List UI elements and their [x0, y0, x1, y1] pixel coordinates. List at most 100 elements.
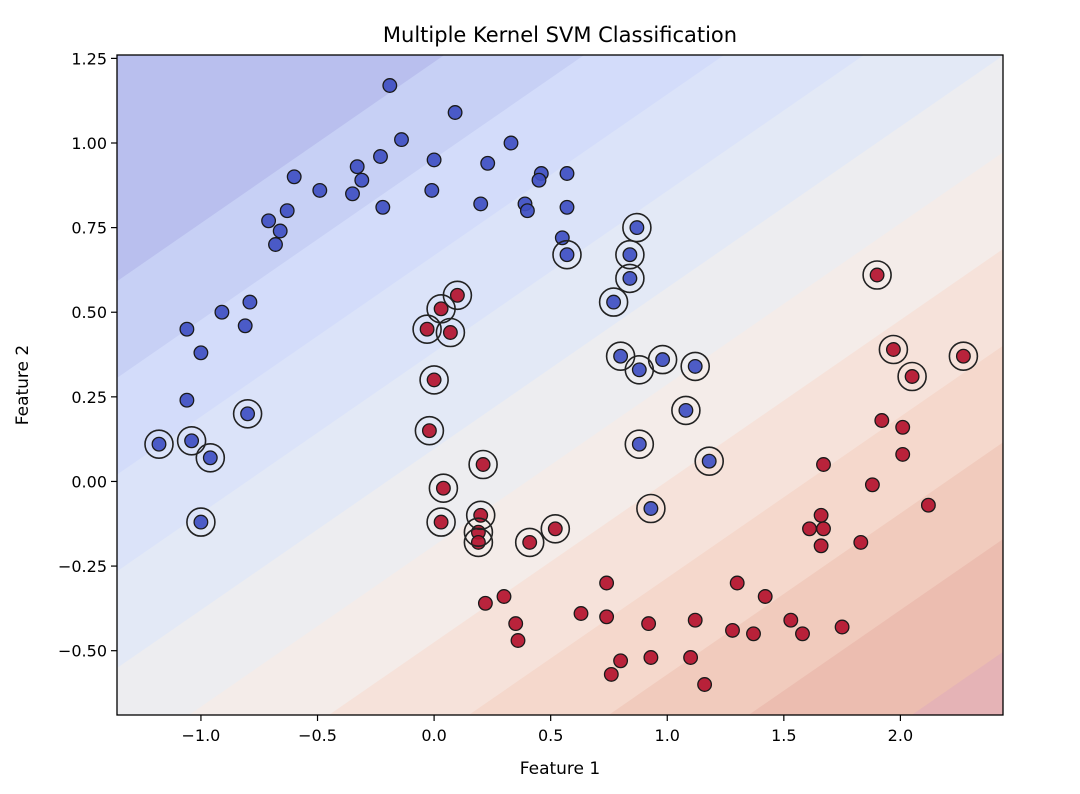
support-vector-ring	[598, 287, 629, 317]
x-axis-ticks: −1.0 −0.5 0.0 0.5 1.0 1.5 2.0	[182, 715, 913, 745]
support-vector-ring	[694, 446, 725, 477]
class-0-point	[345, 186, 360, 202]
x-tick-label: −1.0	[182, 726, 221, 745]
class-1-point	[853, 534, 869, 550]
class-0-point	[151, 436, 167, 452]
class-0-point	[559, 247, 575, 263]
plot-frame	[116, 54, 1004, 716]
support-vector-ring	[186, 507, 216, 537]
contour-band	[748, 539, 1003, 715]
support-vector-ring	[540, 513, 571, 544]
support-vector-ring	[862, 260, 892, 290]
support-vector-ring	[878, 334, 909, 365]
contour-band	[328, 249, 1003, 715]
class-0-point	[631, 436, 647, 452]
support-vector-ring	[463, 527, 494, 558]
support-vector-ring	[428, 473, 459, 504]
contour-band	[608, 442, 1003, 715]
class-0-point	[312, 182, 328, 198]
class-0-point	[242, 294, 258, 310]
class-0-point	[202, 450, 218, 466]
class-1-point	[547, 521, 563, 537]
class-0-point	[272, 223, 288, 239]
support-vector-ring	[426, 507, 456, 537]
class-1-point	[421, 423, 437, 439]
decision-contours	[117, 55, 1003, 715]
class-0-point	[631, 362, 647, 378]
support-vector-ring	[615, 263, 645, 294]
class-1-point	[435, 480, 451, 496]
class-1-point	[885, 342, 901, 357]
class-0-point	[240, 406, 256, 422]
contour-band	[911, 651, 1003, 715]
x-tick-label: 0.5	[538, 726, 563, 745]
chart-title: Multiple Kernel SVM Classification	[383, 23, 737, 47]
class-0-point	[424, 182, 440, 198]
class-0-point	[426, 152, 442, 168]
class-0-point	[622, 270, 638, 286]
class-0-point	[480, 155, 496, 171]
x-tick-label: −0.5	[298, 726, 337, 745]
class-1-point	[874, 413, 890, 428]
class-0-point	[503, 135, 519, 151]
class-0-point	[559, 199, 575, 215]
class-1-point	[470, 534, 486, 550]
class-0-point	[193, 514, 209, 530]
class-0-point	[447, 105, 463, 120]
x-axis-label: Feature 1	[520, 759, 600, 779]
class-0-point	[687, 358, 703, 374]
class-1-point	[697, 677, 713, 692]
support-vector-ring	[671, 395, 701, 426]
support-vector-ring	[468, 449, 498, 480]
class-1-point	[419, 321, 435, 337]
class-1-point	[426, 372, 442, 388]
contour-band	[188, 152, 1003, 715]
y-tick-label: −0.50	[58, 642, 107, 661]
class-1-point	[904, 369, 920, 384]
class-1-point	[895, 419, 911, 435]
class-0-point	[354, 172, 370, 188]
support-vector-ring	[615, 239, 645, 270]
class-1-point	[643, 650, 659, 665]
support-vector-ring	[680, 351, 711, 382]
y-tick-label: 1.25	[71, 49, 107, 68]
contour-band	[117, 55, 1003, 715]
x-tick-label: 1.0	[655, 726, 680, 745]
class-1-point	[475, 457, 491, 472]
class-0-point	[237, 318, 253, 334]
class-0-point	[554, 230, 570, 246]
support-vector-ring	[232, 398, 263, 429]
y-axis-label: Feature 2	[13, 345, 33, 425]
support-vector-ring	[647, 344, 678, 375]
class-1-point	[783, 612, 799, 628]
data-points	[151, 78, 971, 692]
class-1-point	[603, 666, 619, 682]
class-0-point	[373, 149, 388, 164]
class-0-point	[701, 453, 717, 469]
class-1-point	[895, 446, 911, 462]
support-vector-ring	[435, 317, 466, 348]
class-1-point	[955, 348, 971, 364]
support-vector-ring	[419, 365, 449, 395]
class-1-point	[599, 575, 615, 591]
y-tick-label: 0.25	[71, 388, 107, 407]
class-1-point	[508, 616, 524, 632]
support-vector-ring	[514, 527, 545, 558]
class-1-point	[813, 538, 829, 554]
support-vector-ring	[897, 361, 927, 392]
class-0-point	[606, 294, 622, 310]
class-0-point	[519, 203, 535, 219]
class-1-point	[573, 606, 589, 621]
y-tick-label: 0.75	[71, 219, 107, 238]
class-1-point	[433, 514, 449, 530]
class-1-point	[449, 287, 465, 303]
class-0-point	[349, 159, 365, 175]
class-0-point	[179, 392, 195, 408]
x-tick-label: 2.0	[888, 726, 913, 745]
class-1-point	[613, 653, 629, 669]
class-0-point	[473, 196, 489, 212]
class-0-point	[678, 402, 694, 418]
class-0-point	[629, 220, 645, 236]
class-1-point	[522, 534, 538, 550]
